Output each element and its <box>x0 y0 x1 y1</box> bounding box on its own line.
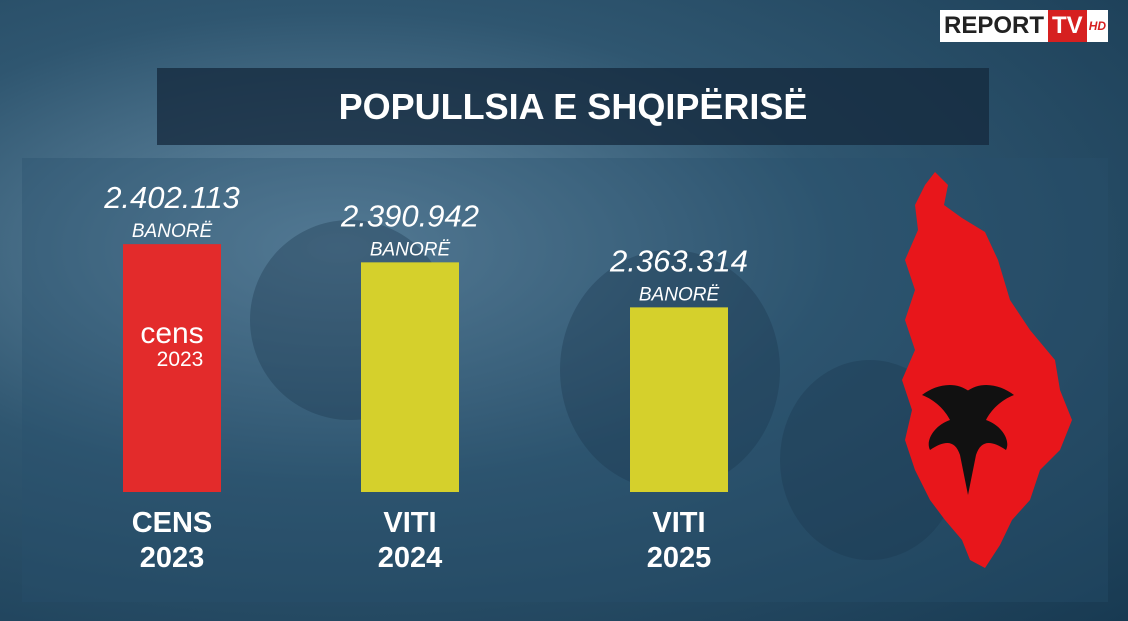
albania-map <box>902 172 1072 568</box>
brand-hd: HD <box>1088 19 1107 33</box>
value-label: 2.402.113 <box>103 180 240 215</box>
bar <box>361 262 459 492</box>
unit-label: BANORË <box>639 284 720 305</box>
bar-logo-text: cens <box>140 317 203 350</box>
brand-tv: TV <box>1048 10 1087 42</box>
category-label: CENS 2023 <box>131 507 213 574</box>
value-label: 2.390.942 <box>340 198 479 233</box>
category-label: VITI 2025 <box>646 507 712 574</box>
brand-name: REPORT <box>944 12 1045 39</box>
category-label: VITI 2024 <box>377 507 443 574</box>
bar-logo-year: 2023 <box>157 348 204 371</box>
brand-logo: REPORT TV HD <box>940 10 1109 42</box>
value-label: 2.363.314 <box>609 243 748 278</box>
unit-label: BANORË <box>370 239 451 260</box>
bar <box>630 307 728 492</box>
bar <box>123 244 221 492</box>
unit-label: BANORË <box>132 221 213 242</box>
chart-title: POPULLSIA E SHQIPËRISË <box>157 68 989 145</box>
